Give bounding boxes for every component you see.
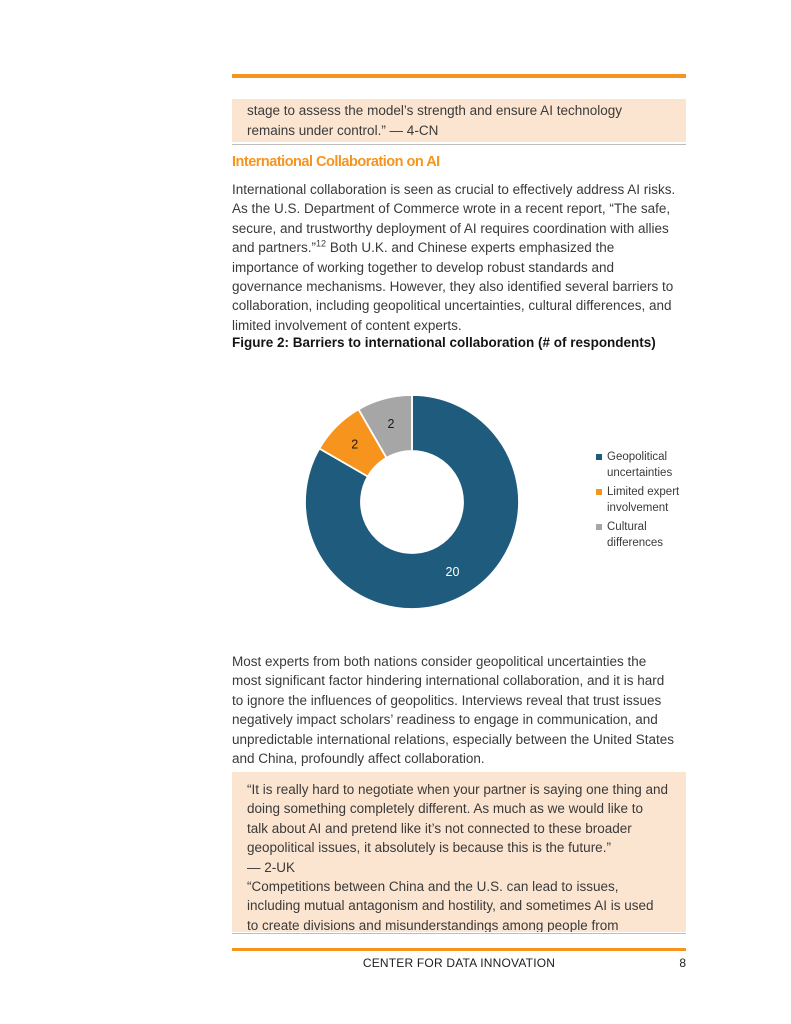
pull-quote-text: “It is really hard to negotiate when you… [247,782,668,875]
paragraph-international-collaboration: International collaboration is seen as c… [232,180,678,335]
legend-swatch [596,454,602,460]
legend-item: Geopolitical uncertainties [596,449,692,481]
donut-slice-2 [357,394,413,459]
legend-label: Limited expert involvement [607,486,680,514]
data-label: 2 [351,438,358,452]
divider-line [232,144,686,145]
footer-accent-rule [232,948,686,951]
pull-quote-box-bottom: “It is really hard to negotiate when you… [232,772,686,932]
paragraph-text: Both U.K. and Chinese experts emphasized… [232,240,674,333]
paragraph-text: International collaboration is seen as c… [232,182,676,256]
legend-swatch [596,524,602,530]
pull-quote-text: stage to assess the model’s strength and… [247,103,622,138]
top-accent-rule [232,74,686,78]
legend-label: Geopolitical uncertainties [607,451,673,479]
data-label: 2 [388,417,395,431]
footer-page-number: 8 [679,956,686,970]
pull-quote-text: “Competitions between China and the U.S.… [247,879,654,932]
legend-label: Cultural differences [607,521,664,549]
data-label: 20 [446,565,460,579]
legend-item: Cultural differences [596,519,692,551]
paragraph-geopolitical-uncertainties: Most experts from both nations consider … [232,654,675,767]
legend-swatch [596,489,602,495]
footnote-reference[interactable]: 12 [316,238,327,249]
pull-quote-box-top: stage to assess the model’s strength and… [232,99,686,142]
legend-item: Limited expert involvement [596,484,692,516]
chart-legend: Geopolitical uncertainties Limited exper… [596,449,692,554]
figure-caption: Figure 2: Barriers to international coll… [232,335,656,350]
donut-slice-0 [304,394,520,610]
section-heading: International Collaboration on AI [232,154,440,170]
footer-organization: CENTER FOR DATA INNOVATION [362,956,556,970]
divider-line [232,933,686,934]
